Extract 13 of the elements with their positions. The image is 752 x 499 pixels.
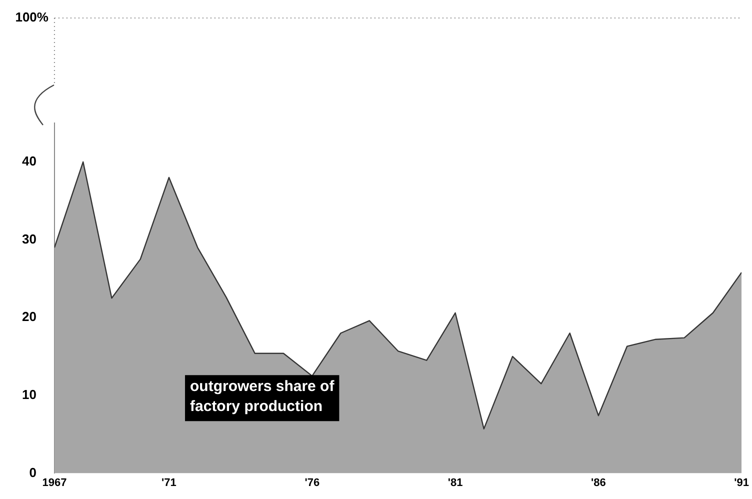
y-tick-label: 0 [29, 464, 36, 480]
y-tick-label: 10 [22, 386, 36, 402]
x-tick-label: '86 [590, 476, 606, 489]
y-tick-label: 40 [22, 153, 36, 168]
annotation: outgrowers share of factory production [190, 378, 336, 415]
x-tick-label: '91 [734, 476, 750, 489]
y-tick-label: 30 [22, 231, 36, 246]
x-tick-label: '71 [162, 476, 176, 489]
x-tick-label: '81 [448, 476, 463, 489]
x-tick-label: 1967 [42, 476, 67, 489]
x-tick-label: '76 [304, 476, 320, 489]
text: 100% [15, 10, 49, 25]
y-tick-label: 20 [22, 309, 36, 324]
